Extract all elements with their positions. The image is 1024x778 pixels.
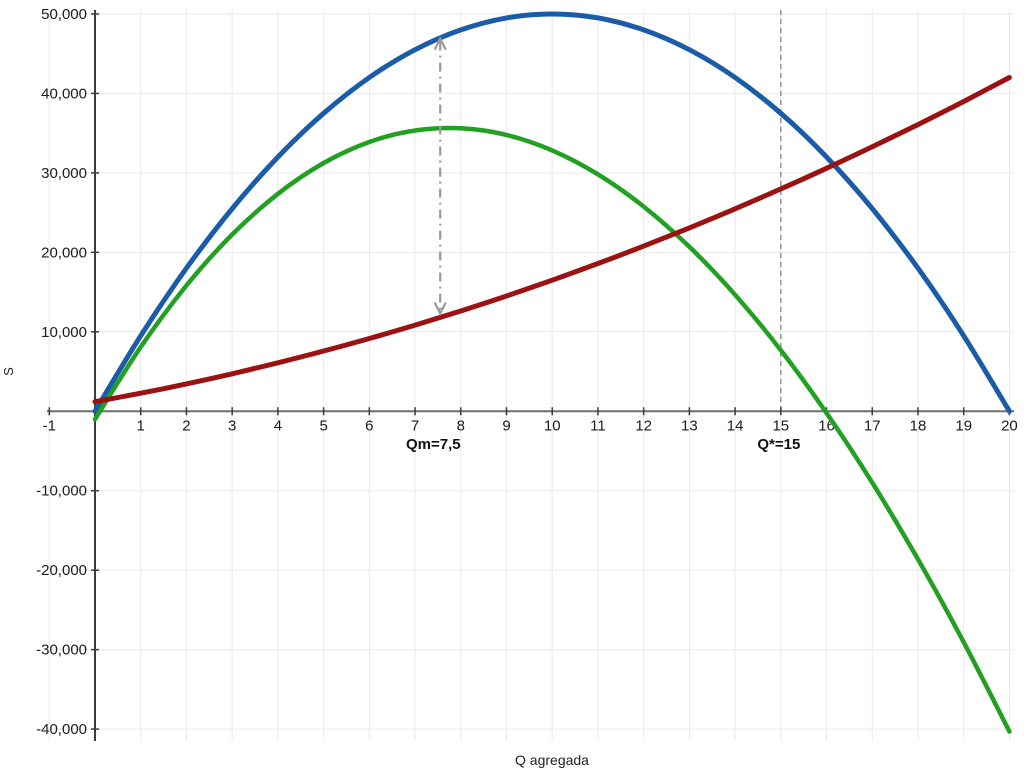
svg-text:-10,000: -10,000 (36, 483, 87, 500)
svg-text:13: 13 (681, 417, 698, 434)
svg-text:-30,000: -30,000 (36, 642, 87, 659)
svg-text:5: 5 (319, 417, 327, 434)
svg-text:18: 18 (910, 417, 927, 434)
svg-text:7: 7 (411, 417, 419, 434)
svg-text:-20,000: -20,000 (36, 562, 87, 579)
y-axis-title: S (0, 367, 16, 376)
svg-text:14: 14 (727, 417, 744, 434)
x-axis-title: Q agregada (515, 752, 589, 768)
qstar-annotation-label: Q*=15 (757, 436, 801, 453)
svg-text:-1: -1 (43, 417, 56, 434)
svg-text:3: 3 (228, 417, 236, 434)
blue-curve (92, 11, 1012, 414)
svg-text:11: 11 (590, 417, 606, 434)
svg-text:6: 6 (365, 417, 373, 434)
svg-text:4: 4 (274, 417, 282, 434)
svg-text:20: 20 (1001, 417, 1018, 434)
svg-text:12: 12 (635, 417, 652, 434)
svg-text:8: 8 (457, 417, 465, 434)
svg-text:20,000: 20,000 (41, 244, 87, 261)
svg-text:10: 10 (544, 417, 561, 434)
red-curve (92, 75, 1012, 405)
svg-text:40,000: 40,000 (41, 85, 87, 102)
svg-text:15: 15 (772, 417, 789, 434)
svg-text:1: 1 (137, 417, 145, 434)
svg-text:10,000: 10,000 (41, 324, 87, 341)
svg-text:30,000: 30,000 (41, 165, 87, 182)
svg-text:19: 19 (955, 417, 972, 434)
green-curve (92, 125, 1012, 734)
svg-text:50,000: 50,000 (41, 6, 87, 23)
svg-text:-40,000: -40,000 (36, 721, 87, 738)
qm-annotation-label: Qm=7,5 (406, 436, 461, 453)
svg-text:9: 9 (502, 417, 510, 434)
svg-text:2: 2 (182, 417, 190, 434)
svg-text:17: 17 (864, 417, 881, 434)
